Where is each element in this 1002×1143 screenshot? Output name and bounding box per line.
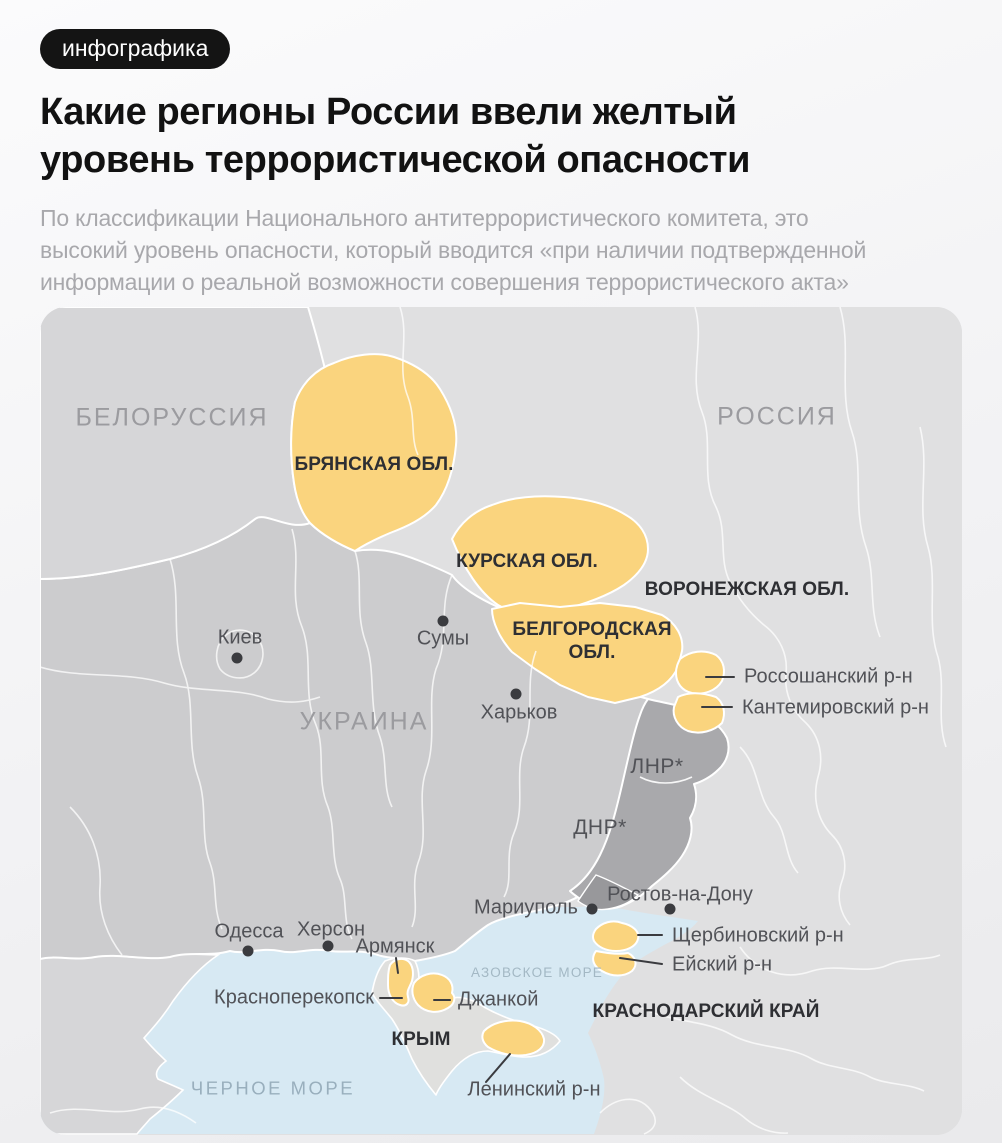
district-label-rossosh: Россошанский р-н xyxy=(744,665,913,688)
region-label-kursk: КУРСКАЯ ОБЛ. xyxy=(456,551,598,573)
city-dot-sumy xyxy=(437,615,449,627)
region-label-krasnodar: КРАСНОДАРСКИЙ КРАЙ xyxy=(592,1001,820,1023)
city-dot-kherson xyxy=(322,940,334,952)
region-label-dnr: ДНР* xyxy=(573,815,627,839)
infographic-badge: инфографика xyxy=(40,29,231,69)
region-label-crimea: КРЫМ xyxy=(391,1029,451,1051)
country-label-belarus: БЕЛОРУССИЯ xyxy=(75,403,269,432)
district-label-leninsky: Ленинский р-н xyxy=(467,1078,601,1101)
city-dot-kyiv xyxy=(231,652,243,664)
page-subtitle: По классификации Национального антитерро… xyxy=(40,202,866,298)
region-label-belgorod: БЕЛГОРОДСКАЯ ОБЛ. xyxy=(512,619,672,663)
callout-lines xyxy=(379,676,735,1083)
city-dots xyxy=(231,615,676,957)
district-rossosh-shape xyxy=(675,650,725,695)
page-title: Какие регионы России ввели желтый уровен… xyxy=(40,88,750,184)
callout-line-yeysky xyxy=(619,957,663,965)
city-dot-rostov xyxy=(664,903,676,915)
region-label-voronezh: ВОРОНЕЖСКАЯ ОБЛ. xyxy=(644,579,850,601)
city-dot-odesa xyxy=(242,945,254,957)
district-label-yeysky: Ейский р-н xyxy=(672,953,772,976)
region-belgorod-shape xyxy=(491,602,684,704)
sea-label-azov: АЗОВСКОЕ МОРЕ xyxy=(471,965,603,981)
page-title-line-2: уровень террористической опасности xyxy=(40,139,751,181)
city-label-sumy: Сумы xyxy=(416,627,470,650)
region-bryansk-shape xyxy=(290,353,458,552)
district-label-dzhankoy: Джанкой xyxy=(458,988,539,1011)
region-label-bryansk: БРЯНСКАЯ ОБЛ. xyxy=(294,454,454,476)
page-subtitle-line-1: По классификации Национального антитерро… xyxy=(40,205,809,231)
page-subtitle-line-2: высокий уровень опасности, который вводи… xyxy=(40,237,867,263)
sea-label-black: ЧЕРНОЕ МОРЕ xyxy=(190,1077,356,1099)
district-armyansk-krasnoperekopsk-shape xyxy=(387,957,414,1007)
city-label-rostov: Ростов-на-Дону xyxy=(607,883,753,906)
region-label-lnr: ЛНР* xyxy=(630,754,684,778)
city-dot-kharkiv xyxy=(510,688,522,700)
lnr-dnr-shape xyxy=(569,698,730,910)
district-leninsky-shape xyxy=(481,1019,546,1057)
page-subtitle-line-3: информации о реальной возможности соверш… xyxy=(40,269,849,295)
lnr-dnr-border xyxy=(639,776,693,784)
district-label-krasnoperekopsk: Краснoперекопск xyxy=(214,986,374,1009)
map-canvas xyxy=(40,307,962,1135)
district-shcherbinovsky-shape xyxy=(591,920,640,952)
city-label-kyiv: Киев xyxy=(217,626,263,649)
city-label-kherson: Херсон xyxy=(297,918,365,941)
city-dot-mariupol xyxy=(586,903,598,915)
city-label-mariupol: Мариуполь xyxy=(474,896,578,919)
map-panel: БЕЛОРУССИЯ РОССИЯ УКРАИНА БРЯНСКАЯ ОБЛ. … xyxy=(40,307,962,1135)
city-label-kharkiv: Харьков xyxy=(480,701,558,724)
page-title-line-1: Какие регионы России ввели желтый xyxy=(40,91,737,133)
city-label-odesa: Одесса xyxy=(214,920,284,943)
district-kantemirovsky-shape xyxy=(672,692,725,734)
mariupol-coast-shape xyxy=(577,874,640,911)
country-label-russia: РОССИЯ xyxy=(717,402,837,431)
country-label-ukraine: УКРАИНА xyxy=(299,707,429,736)
district-label-kantemirovsky: Кантемировский р-н xyxy=(742,696,929,719)
southwest-land-shape xyxy=(40,948,221,1135)
internal-borders xyxy=(40,307,947,1135)
district-yeysky-shape xyxy=(592,950,637,977)
district-label-shcherbinovsky: Щербиновский р-н xyxy=(672,924,844,947)
callout-line-leninsky xyxy=(485,1053,511,1083)
district-label-armyansk: Армянск xyxy=(355,935,435,958)
callout-line-armyansk xyxy=(395,957,399,974)
district-dzhankoy-shape xyxy=(411,972,456,1013)
